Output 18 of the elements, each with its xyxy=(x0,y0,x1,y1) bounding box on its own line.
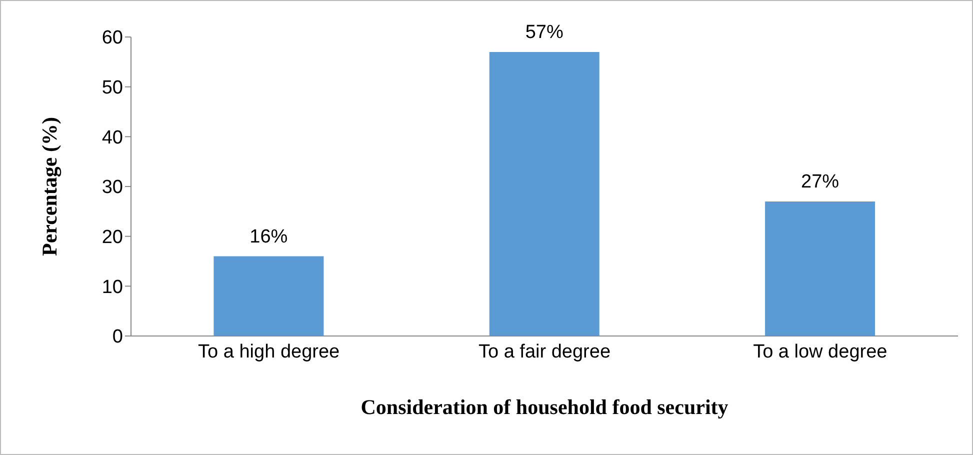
x-tick-label: To a fair degree xyxy=(478,341,611,362)
y-tick-label: 30 xyxy=(102,177,123,198)
y-tick-label: 60 xyxy=(102,28,123,49)
bar xyxy=(489,52,600,336)
x-tick-label: To a low degree xyxy=(753,341,888,362)
bar xyxy=(765,201,876,336)
y-tick-label: 40 xyxy=(102,127,123,148)
y-tick-label: 10 xyxy=(102,276,123,298)
data-label: 27% xyxy=(801,171,840,192)
bar xyxy=(214,256,324,336)
x-axis-title: Consideration of household food security xyxy=(360,395,729,419)
y-tick-label: 0 xyxy=(112,326,123,348)
data-label: 57% xyxy=(525,22,564,43)
y-axis-title: Percentage (%) xyxy=(37,117,62,256)
y-tick-label: 50 xyxy=(102,78,123,99)
data-label: 16% xyxy=(250,226,288,248)
y-tick-label: 20 xyxy=(102,227,123,248)
x-tick-label: To a high degree xyxy=(198,341,340,362)
